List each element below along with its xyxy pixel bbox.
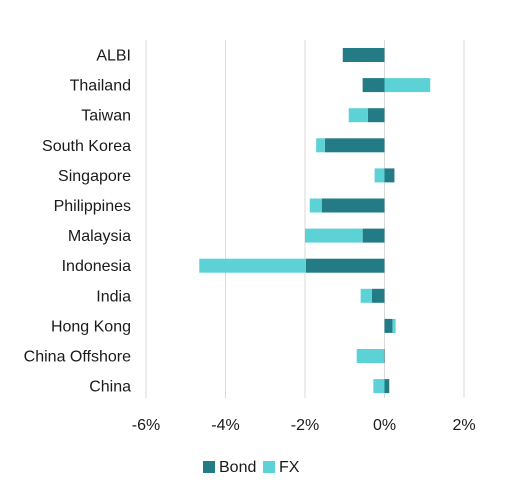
legend-swatch-fx bbox=[263, 461, 275, 473]
bar-fx bbox=[360, 288, 372, 303]
legend-label-fx: FX bbox=[279, 459, 300, 476]
legend: Bond FX bbox=[203, 459, 300, 476]
grid-lines bbox=[145, 40, 465, 398]
bar-bond bbox=[367, 108, 385, 123]
category-label: South Korea bbox=[42, 138, 131, 155]
x-tick-label: 2% bbox=[452, 417, 475, 434]
category-label: Malaysia bbox=[68, 228, 131, 245]
x-axis-ticks: -6% -4% -2% 0% 2% bbox=[132, 417, 476, 434]
category-label: India bbox=[96, 288, 131, 305]
bar-bond bbox=[362, 228, 385, 243]
bar-bond bbox=[321, 198, 385, 213]
legend-swatch-bond bbox=[203, 461, 215, 473]
bar-bond bbox=[384, 318, 393, 333]
category-label: China bbox=[89, 379, 131, 396]
bar-bond bbox=[371, 288, 385, 303]
bar-fx bbox=[305, 228, 363, 243]
bar-bond bbox=[383, 349, 385, 363]
bar-fx bbox=[384, 78, 431, 93]
bars bbox=[199, 48, 431, 394]
category-label: Hong Kong bbox=[51, 318, 131, 335]
bar-fx bbox=[373, 379, 385, 394]
category-label: Thailand bbox=[70, 78, 131, 95]
x-tick-label: 0% bbox=[373, 417, 396, 434]
bar-fx bbox=[392, 318, 396, 333]
bar-fx bbox=[374, 168, 385, 183]
x-tick-label: -2% bbox=[291, 417, 319, 434]
x-tick-label: -4% bbox=[211, 417, 239, 434]
category-label: Singapore bbox=[58, 168, 131, 185]
category-label: ALBI bbox=[96, 48, 131, 65]
bar-bond bbox=[384, 379, 390, 394]
legend-label-bond: Bond bbox=[219, 459, 256, 476]
category-labels: ALBI Thailand Taiwan South Korea Singapore Ph… bbox=[24, 48, 131, 396]
bar-bond bbox=[362, 78, 385, 93]
bar-fx bbox=[316, 138, 325, 153]
bar-fx bbox=[199, 258, 306, 273]
bar-bond bbox=[324, 138, 385, 153]
bar-bond bbox=[305, 258, 385, 273]
category-label: Philippines bbox=[54, 198, 131, 215]
bar-fx bbox=[356, 349, 384, 363]
bar-fx bbox=[309, 198, 322, 213]
x-tick-label: -6% bbox=[132, 417, 160, 434]
category-label: Taiwan bbox=[81, 108, 131, 125]
bar-bond bbox=[384, 168, 395, 183]
category-label: Indonesia bbox=[62, 258, 131, 275]
bar-bond bbox=[342, 48, 385, 62]
category-label: China Offshore bbox=[24, 349, 131, 366]
bar-fx bbox=[348, 108, 368, 123]
